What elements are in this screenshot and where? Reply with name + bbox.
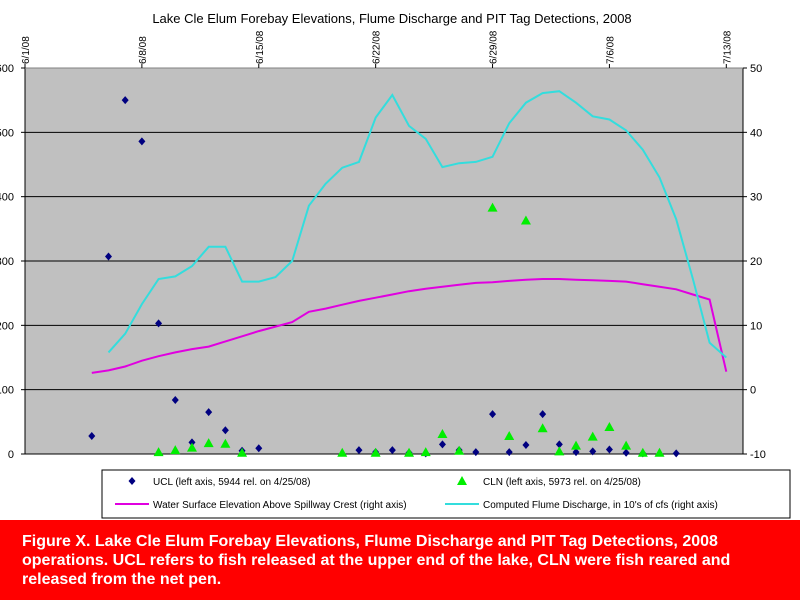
right-axis-tick-label: 40 <box>750 127 762 139</box>
data-point-cln <box>220 438 231 448</box>
x-axis-tick-label: 6/1/08 <box>21 36 32 64</box>
right-axis-tick-label: 20 <box>750 256 762 268</box>
data-point-ucl <box>438 440 446 449</box>
data-point-cln <box>153 447 164 457</box>
legend-label: Water Surface Elevation Above Spillway C… <box>153 500 407 511</box>
x-axis-tick-label: 6/29/08 <box>489 30 500 64</box>
data-point-ucl <box>388 446 396 455</box>
data-point-ucl <box>88 431 96 440</box>
right-axis-tick-label: 0 <box>750 385 756 397</box>
data-point-ucl <box>539 410 547 419</box>
data-point-cln <box>370 447 381 457</box>
data-point-cln <box>604 421 615 431</box>
data-point-cln <box>587 431 598 441</box>
data-point-cln <box>337 447 348 457</box>
right-axis-tick-label: -10 <box>750 449 766 461</box>
line-series-group <box>91 90 728 374</box>
legend-label: Computed Flume Discharge, in 10's of cfs… <box>483 500 718 511</box>
left-axis-tick-label: 400 <box>0 192 14 204</box>
x-axis-tick-label: 6/22/08 <box>372 30 383 64</box>
x-axis-tick-label: 6/15/08 <box>255 30 266 64</box>
legend: UCL (left axis, 5944 rel. on 4/25/08) CLN… <box>101 469 791 519</box>
axis-labels: 600500400300200100050403020100-106/1/086… <box>0 30 766 461</box>
right-axis-tick-label: 10 <box>750 320 762 332</box>
data-point-ucl <box>522 440 530 449</box>
data-point-ucl <box>138 137 146 146</box>
data-point-ucl <box>622 448 630 457</box>
data-point-ucl <box>555 440 563 449</box>
left-axis-tick-label: 0 <box>8 449 14 461</box>
data-point-cln <box>170 445 181 455</box>
left-axis-tick-label: 500 <box>0 127 14 139</box>
left-axis-tick-label: 300 <box>0 256 14 268</box>
data-point-ucl <box>472 448 480 457</box>
data-point-cln <box>186 442 197 452</box>
data-point-ucl <box>121 96 129 105</box>
data-point-ucl <box>355 446 363 455</box>
figure-caption: Figure X. Lake Cle Elum Forebay Elevatio… <box>0 520 800 600</box>
data-point-ucl <box>572 448 580 457</box>
data-point-cln <box>537 423 548 433</box>
series-line-3 <box>107 90 727 359</box>
data-point-cln <box>454 445 465 455</box>
left-axis-tick-label: 100 <box>0 385 14 397</box>
data-point-cln <box>637 447 648 457</box>
data-point-ucl <box>605 445 613 454</box>
legend-box <box>101 469 791 519</box>
data-point-ucl <box>221 426 229 435</box>
data-point-cln <box>437 429 448 439</box>
data-point-cln <box>420 447 431 457</box>
data-point-ucl <box>489 410 497 419</box>
data-point-cln <box>237 447 248 457</box>
chart-title: Lake Cle Elum Forebay Elevations, Flume … <box>152 11 631 26</box>
gridlines <box>25 131 743 391</box>
legend-swatch-diamond <box>128 477 136 485</box>
legend-label: UCL (left axis, 5944 rel. on 4/25/08) <box>153 477 311 488</box>
x-axis-tick-label: 7/13/08 <box>722 30 733 64</box>
data-point-cln <box>520 215 531 225</box>
series-line-2 <box>91 278 728 374</box>
x-axis-tick-label: 7/6/08 <box>605 36 616 64</box>
left-axis-tick-label: 600 <box>0 63 14 75</box>
data-point-ucl <box>188 438 196 447</box>
legend-label: CLN (left axis, 5973 rel. on 4/25/08) <box>483 477 641 488</box>
data-point-cln <box>554 446 565 456</box>
x-axis-tick-label: 6/8/08 <box>138 36 149 64</box>
chart: 600500400300200100050403020100-106/1/086… <box>0 11 791 519</box>
data-point-ucl <box>104 252 112 261</box>
data-point-ucl <box>255 444 263 453</box>
data-point-ucl <box>205 408 213 417</box>
right-axis-tick-label: 30 <box>750 192 762 204</box>
data-point-ucl <box>589 447 597 456</box>
data-point-cln <box>203 438 214 448</box>
right-axis-tick-label: 50 <box>750 63 762 75</box>
data-point-ucl <box>171 395 179 404</box>
data-point-ucl <box>155 319 163 328</box>
data-point-cln <box>404 447 415 457</box>
left-axis-tick-label: 200 <box>0 320 14 332</box>
marker-series-group <box>88 96 680 458</box>
data-point-cln <box>504 430 515 440</box>
data-point-cln <box>571 440 582 450</box>
data-point-ucl <box>672 449 680 458</box>
data-point-ucl <box>505 448 513 457</box>
data-point-cln <box>654 447 665 457</box>
data-point-cln <box>487 202 498 212</box>
data-point-cln <box>621 440 632 450</box>
legend-swatch-triangle <box>457 476 467 485</box>
